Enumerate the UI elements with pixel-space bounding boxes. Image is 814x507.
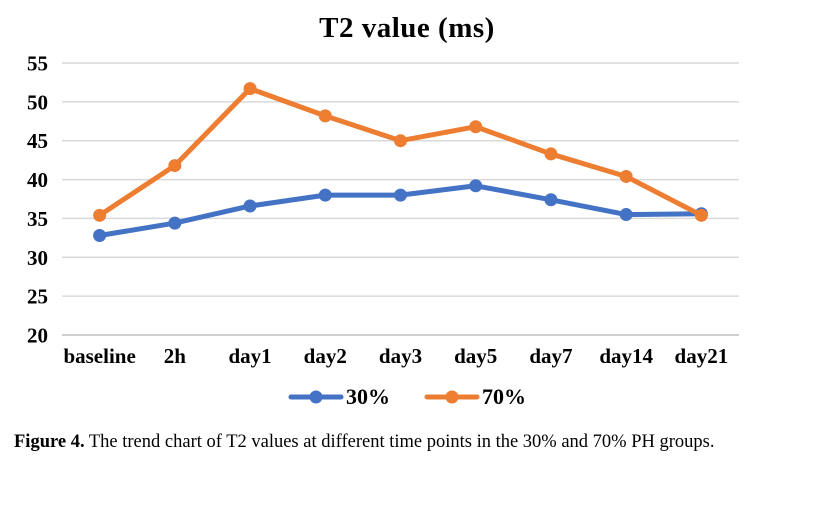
y-tick-label: 45 (27, 129, 48, 153)
data-point-70%-2h (168, 159, 182, 173)
data-point-70%-day2 (318, 109, 332, 123)
data-point-30%-day1 (243, 199, 257, 213)
y-tick-label: 40 (27, 168, 48, 192)
data-point-70%-day3 (394, 134, 407, 148)
data-point-30%-day14 (619, 208, 633, 222)
x-tick-label: day5 (454, 344, 497, 368)
legend-item-30: 30% (288, 384, 390, 410)
data-point-30%-day5 (469, 179, 483, 193)
legend-marker-30-icon (288, 390, 344, 404)
data-point-30%-day3 (394, 188, 407, 202)
y-tick-label: 20 (27, 324, 48, 348)
data-point-70%-day5 (469, 120, 483, 134)
x-tick-label: day2 (304, 344, 347, 368)
data-point-30%-day2 (318, 188, 332, 202)
y-tick-label: 30 (27, 246, 48, 270)
legend-marker-70-icon (424, 390, 480, 404)
data-point-70%-day21 (694, 208, 708, 222)
figure-caption-label: Figure 4. (14, 432, 85, 452)
y-tick-label: 55 (27, 52, 48, 76)
data-point-30%-2h (168, 216, 182, 230)
data-point-30%-day7 (544, 193, 558, 207)
figure-caption: Figure 4. The trend chart of T2 values a… (14, 429, 759, 456)
data-point-70%-day14 (619, 169, 633, 183)
t2-trend-line-chart: 55 50 45 40 35 30 25 20 baseline 2h day1 day2 day3 da… (27, 52, 739, 368)
chart-legend: 30% 70% (0, 381, 814, 413)
legend-label-70: 70% (482, 384, 526, 409)
x-tick-label: day3 (379, 344, 422, 368)
data-point-30%-baseline (93, 229, 107, 243)
legend-label-30: 30% (346, 384, 390, 409)
x-tick-label: day7 (529, 344, 572, 368)
x-tick-label: baseline (63, 344, 135, 368)
chart-title: T2 value (ms) (319, 12, 495, 44)
y-tick-label: 35 (27, 207, 48, 231)
data-point-70%-baseline (93, 208, 107, 222)
legend-item-70: 70% (424, 384, 526, 410)
x-tick-label: day1 (228, 344, 271, 368)
y-tick-label: 25 (27, 285, 48, 309)
figure-caption-text: The trend chart of T2 values at differen… (84, 432, 715, 452)
x-tick-label: 2h (164, 344, 187, 368)
data-point-70%-day1 (243, 82, 257, 96)
x-tick-label: day21 (675, 344, 729, 368)
data-point-70%-day7 (544, 147, 558, 161)
y-tick-label: 50 (27, 90, 48, 114)
x-tick-label: day14 (599, 344, 653, 368)
